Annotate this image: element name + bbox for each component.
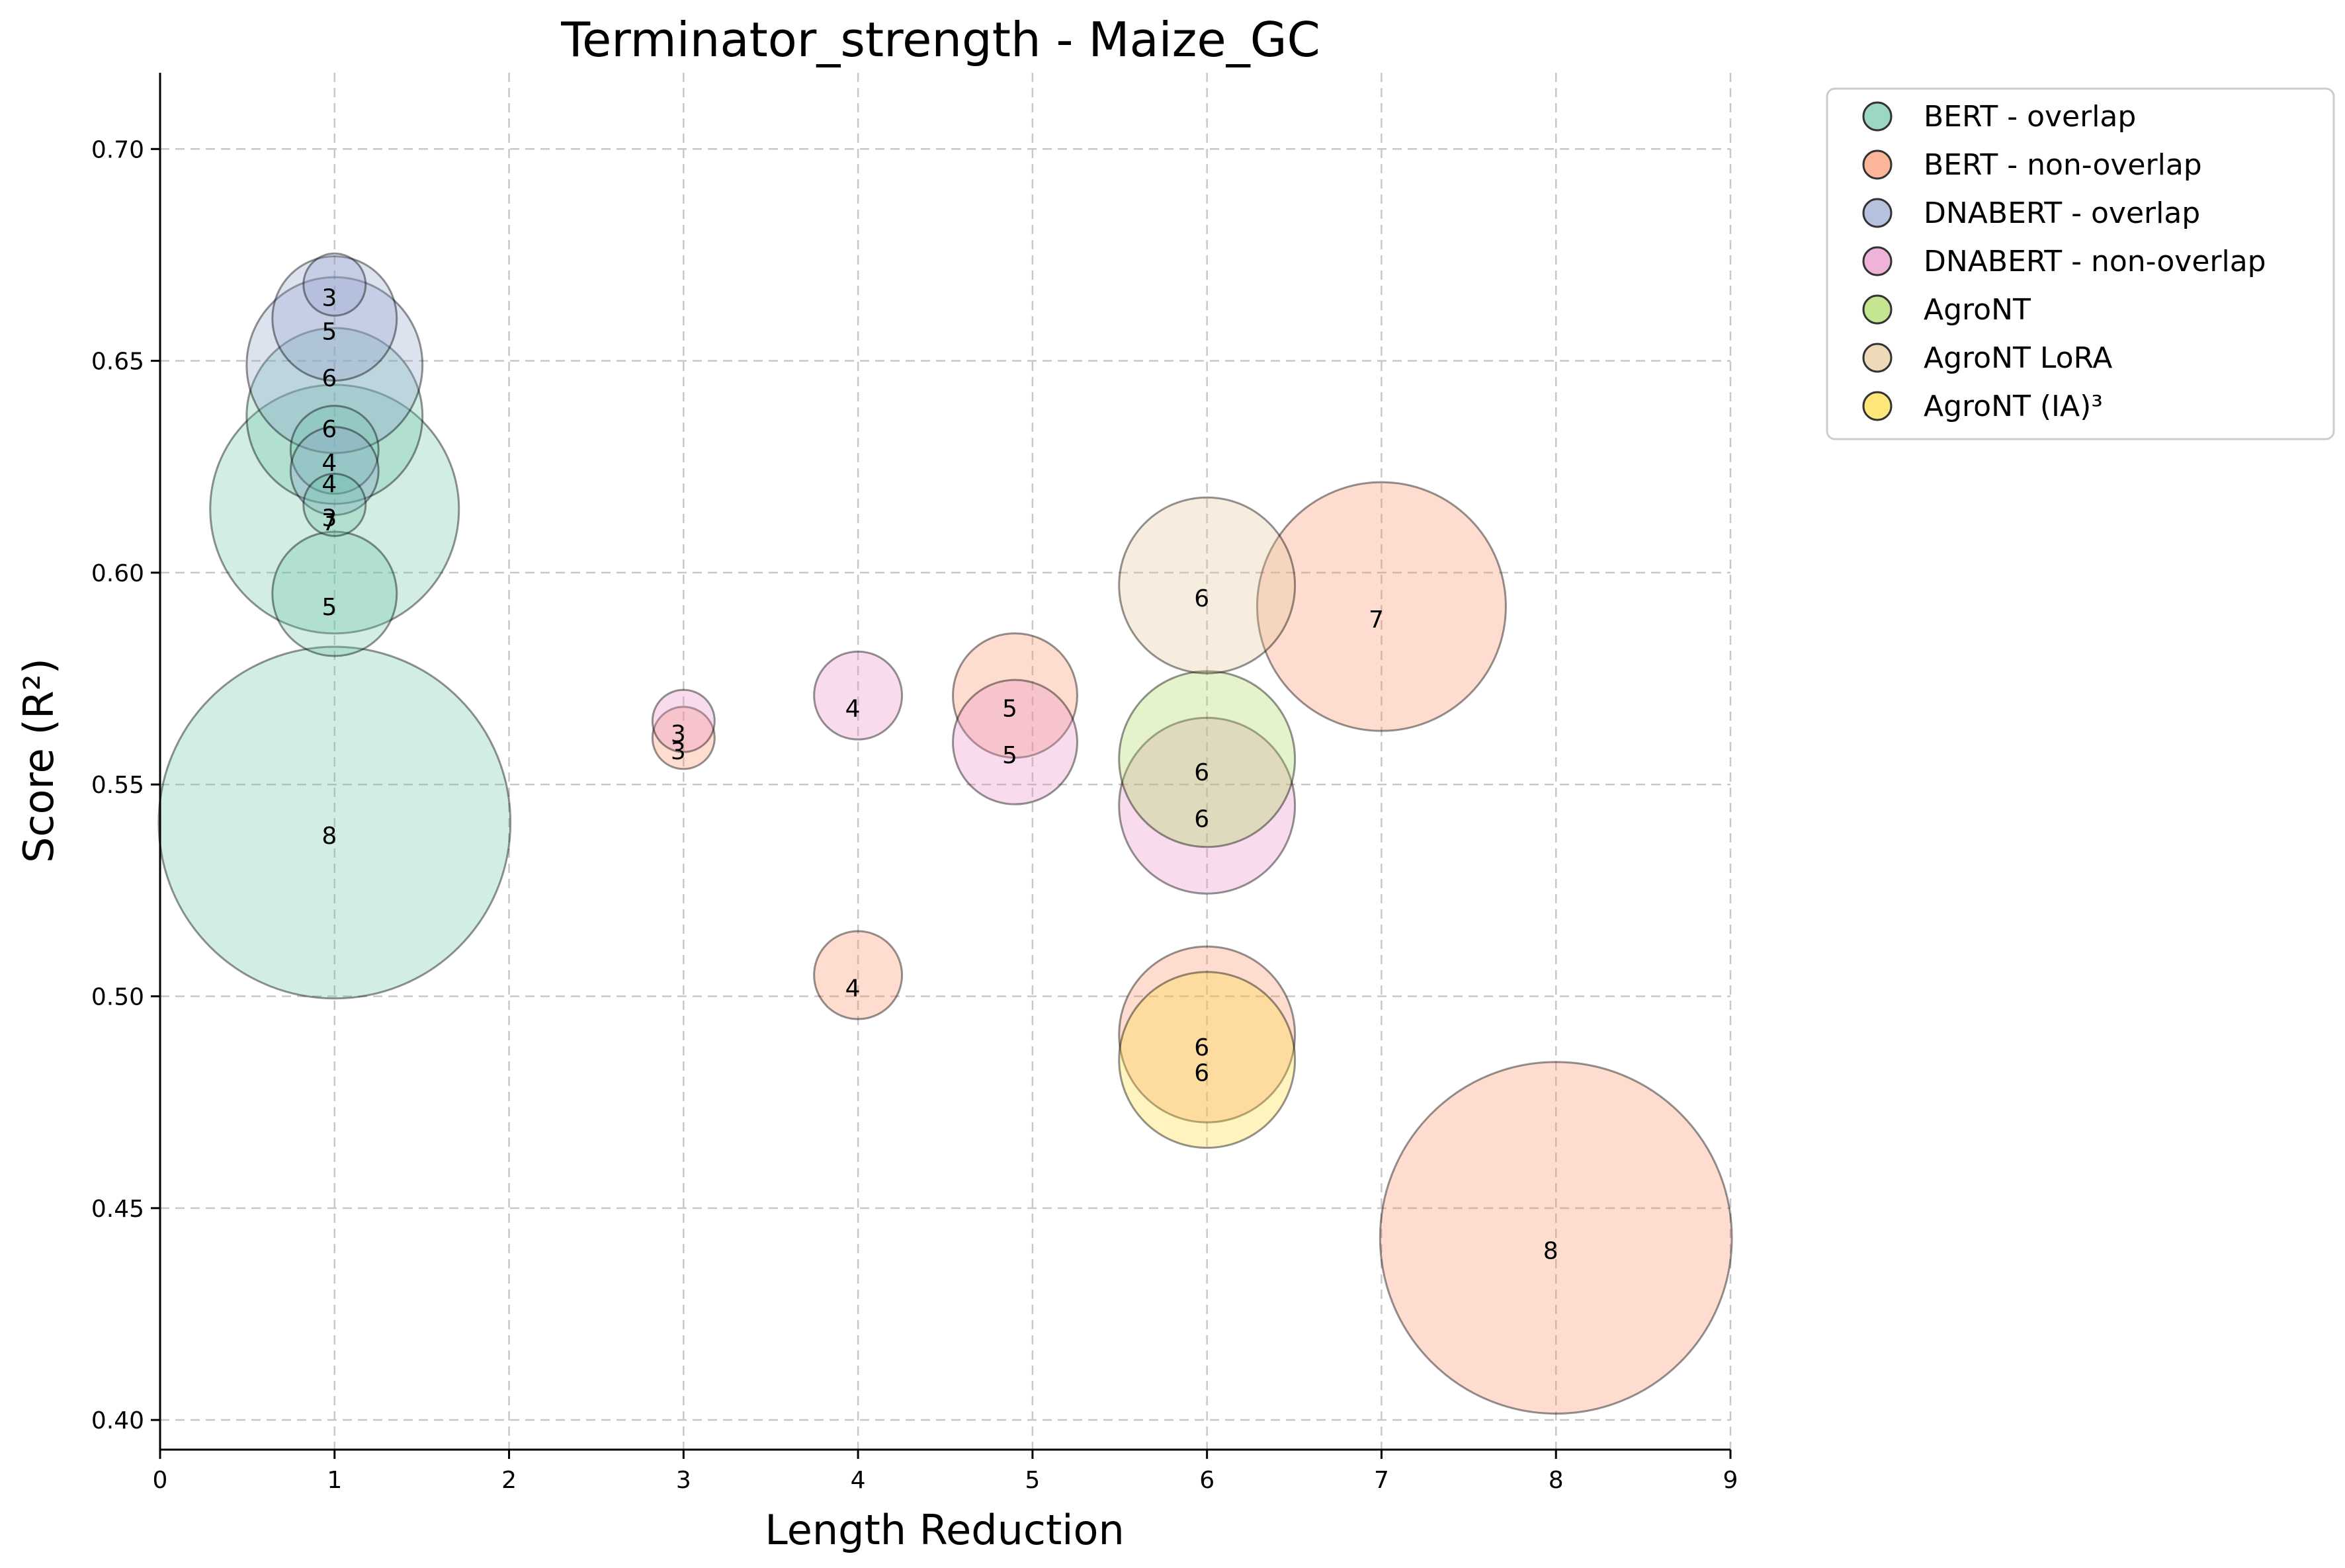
x-tick-label: 6	[1199, 1467, 1215, 1494]
bubble-label: 6	[1194, 805, 1209, 833]
legend-marker	[1862, 149, 1893, 180]
legend-label: AgroNT LoRA	[1924, 341, 2112, 375]
legend-marker	[1862, 198, 1893, 228]
bubble-label: 4	[845, 975, 861, 1003]
x-tick-label: 4	[851, 1467, 866, 1494]
bubble-label: 3	[671, 721, 686, 748]
x-tick-label: 7	[1374, 1467, 1389, 1494]
grid	[160, 73, 1732, 1450]
legend-label: AgroNT (IA)³	[1924, 390, 2103, 423]
legend-label: DNABERT - non-overlap	[1924, 245, 2266, 278]
bubble-label: 5	[1002, 742, 1017, 769]
bubble-label: 6	[321, 365, 337, 392]
bubble	[1379, 1061, 1733, 1415]
bubble-label: 4	[321, 471, 337, 498]
legend-marker	[1862, 294, 1893, 325]
legend-label: BERT - non-overlap	[1924, 148, 2202, 182]
bubble	[209, 384, 460, 635]
legend-marker	[1862, 101, 1893, 132]
bubble	[651, 706, 716, 770]
y-tick-label: 0.55	[91, 772, 144, 799]
bubble-label: 5	[321, 319, 337, 346]
bubble	[157, 645, 512, 1000]
bubble	[271, 255, 398, 382]
bubble	[289, 426, 380, 516]
legend-box	[1826, 87, 2335, 440]
bubble-label: 7	[321, 509, 337, 536]
legend-marker	[1862, 343, 1893, 373]
bubble-label: 3	[321, 505, 337, 532]
y-tick-label: 0.70	[91, 136, 144, 163]
bubble	[302, 252, 367, 317]
bubble	[302, 472, 367, 537]
x-tick-label: 2	[501, 1467, 517, 1494]
bubble-label: 6	[1194, 759, 1209, 786]
y-tick-label: 0.40	[91, 1407, 144, 1434]
legend-label: DNABERT - overlap	[1924, 196, 2200, 230]
axes	[159, 73, 1730, 1451]
bubble	[1118, 496, 1297, 675]
legend-label: AgroNT	[1924, 293, 2031, 327]
x-tick-label: 1	[327, 1467, 342, 1494]
y-tick-label: 0.60	[91, 560, 144, 587]
bubble-label: 6	[1194, 585, 1209, 612]
legend-marker	[1862, 391, 1893, 421]
x-tick-label: 3	[676, 1467, 691, 1494]
bubble	[813, 930, 904, 1020]
x-tick-label: 5	[1025, 1467, 1040, 1494]
chart-title: Terminator_strength - Maize_GC	[560, 12, 1320, 67]
bubble	[271, 530, 398, 657]
y-axis-label: Score (R²)	[15, 658, 63, 863]
bubble-label: 6	[1194, 1060, 1209, 1087]
bubble-label: 8	[1543, 1238, 1558, 1265]
bubble-label: 8	[321, 823, 337, 850]
bubble	[289, 405, 380, 495]
y-tick-label: 0.45	[91, 1196, 144, 1223]
bubble-label: 4	[845, 696, 861, 723]
bubble	[1256, 481, 1507, 732]
legend-marker	[1862, 246, 1893, 276]
bubble	[952, 679, 1079, 805]
x-tick-label: 8	[1549, 1467, 1564, 1494]
bubble-label: 5	[1002, 696, 1017, 723]
bubble	[1118, 971, 1297, 1149]
bubble-label: 4	[321, 450, 337, 477]
x-tick-label: 9	[1723, 1467, 1738, 1494]
bubble	[813, 650, 904, 741]
bubble	[245, 276, 424, 454]
bubble	[1118, 945, 1297, 1124]
bubble-label: 6	[1194, 1034, 1209, 1061]
bubble	[1118, 670, 1297, 848]
y-tick-label: 0.65	[91, 349, 144, 376]
bubble-label: 3	[321, 284, 337, 311]
y-tick-label: 0.50	[91, 984, 144, 1011]
bubble	[1118, 716, 1297, 895]
bubble	[245, 327, 424, 505]
bubble-label: 3	[671, 738, 686, 765]
y-ticks: 0.40 0.45 0.50 0.55 0.60 0.65 0.70	[91, 136, 160, 1434]
x-axis-label: Length Reduction	[765, 1506, 1125, 1554]
legend-label: BERT - overlap	[1924, 100, 2136, 134]
bubble	[952, 632, 1079, 759]
bubble	[651, 688, 716, 753]
bubble-label: 7	[1369, 606, 1384, 634]
legend: BERT - overlap BERT - non-overlap DNABERT …	[1826, 87, 2335, 440]
x-tick-label: 0	[153, 1467, 168, 1494]
bubble-label: 6	[321, 416, 337, 443]
bubble-label: 5	[321, 594, 337, 621]
x-ticks: 0 1 2 3 4 5 6 7 8 9	[153, 1450, 1738, 1494]
